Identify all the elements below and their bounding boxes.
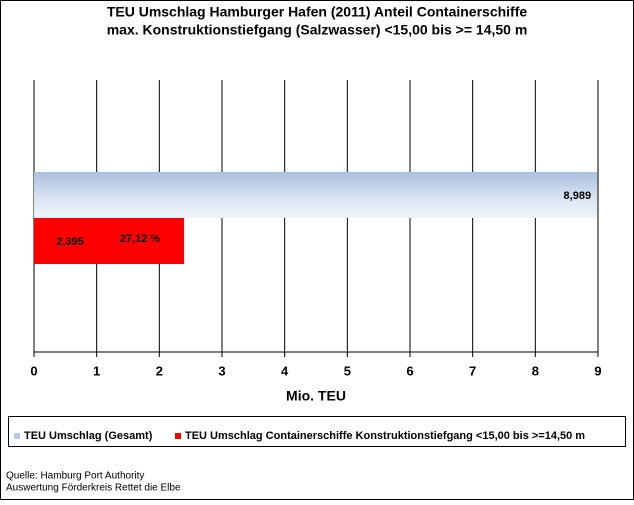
x-tick-label: 7	[469, 363, 476, 378]
legend-label: TEU Umschlag Containerschiffe Konstrukti…	[185, 430, 585, 442]
data-label: 8,989	[564, 190, 592, 202]
legend-box	[8, 416, 626, 447]
chart-title: TEU Umschlag Hamburger Hafen (2011) Ante…	[107, 4, 528, 20]
x-axis-title: Mio. TEU	[286, 388, 346, 404]
bar	[34, 172, 598, 218]
source-line: Quelle: Hamburg Port Authority	[6, 471, 144, 482]
x-tick-label: 9	[594, 363, 601, 378]
legend-swatch	[14, 433, 20, 439]
x-tick-label: 1	[93, 363, 100, 378]
x-tick-label: 5	[344, 363, 351, 378]
x-tick-label: 0	[30, 363, 37, 378]
data-label: 2,395	[56, 236, 84, 248]
x-tick-label: 4	[281, 363, 289, 378]
x-tick-label: 2	[156, 363, 163, 378]
annotation: 27,12 %	[120, 233, 161, 245]
bar	[34, 218, 185, 264]
legend-label: TEU Umschlag (Gesamt)	[24, 430, 153, 442]
x-tick-label: 6	[406, 363, 413, 378]
x-tick-label: 8	[532, 363, 539, 378]
chart-subtitle: max. Konstruktionstiefgang (Salzwasser) …	[107, 22, 528, 38]
x-tick-label: 3	[218, 363, 225, 378]
legend-swatch	[175, 433, 181, 439]
source-line: Auswertung Förderkreis Rettet die Elbe	[6, 483, 181, 494]
